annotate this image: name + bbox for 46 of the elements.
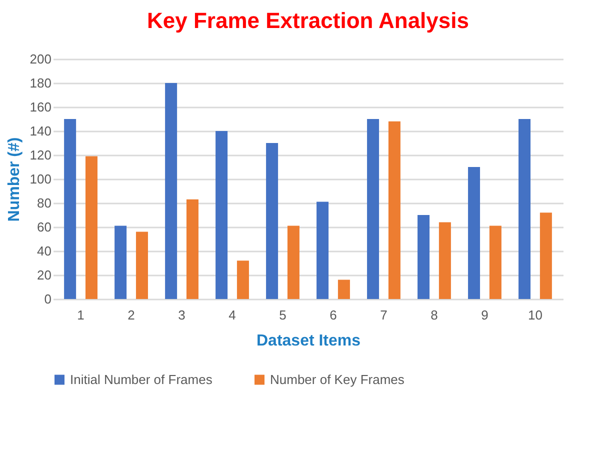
x-tick-label: 6 bbox=[330, 308, 337, 322]
bar bbox=[338, 280, 350, 299]
bar bbox=[85, 156, 98, 299]
bar bbox=[186, 199, 198, 299]
bar bbox=[540, 212, 552, 299]
y-tick-label: 160 bbox=[30, 100, 52, 114]
x-tick-label: 5 bbox=[279, 308, 286, 322]
bar bbox=[236, 260, 249, 299]
y-tick-label: 60 bbox=[37, 220, 52, 234]
y-tick-label: 180 bbox=[30, 76, 52, 90]
bar bbox=[287, 226, 300, 299]
x-tick-label: 1 bbox=[77, 308, 84, 322]
bar bbox=[216, 131, 228, 299]
bar bbox=[266, 143, 278, 299]
y-tick-label: 40 bbox=[37, 244, 52, 258]
x-tick-label: 10 bbox=[528, 308, 542, 322]
chart-title: Key Frame Extraction Analysis bbox=[147, 8, 469, 33]
y-tick-label: 0 bbox=[44, 292, 52, 306]
x-tick-label: 7 bbox=[380, 308, 388, 322]
bar bbox=[136, 232, 148, 299]
y-tick-label: 140 bbox=[30, 124, 52, 138]
x-tick-label: 9 bbox=[481, 308, 488, 322]
y-tick-label: 80 bbox=[37, 196, 52, 210]
bar bbox=[114, 226, 127, 299]
y-tick-label: 20 bbox=[37, 268, 52, 282]
bar bbox=[418, 215, 430, 299]
y-tick-label: 200 bbox=[30, 52, 52, 66]
y-tick-label: 100 bbox=[30, 172, 52, 186]
x-tick-label: 3 bbox=[178, 308, 186, 322]
bar bbox=[388, 121, 400, 299]
x-tick-label: 2 bbox=[128, 308, 135, 322]
x-tick-label: 4 bbox=[228, 308, 236, 322]
legend-label: Initial Number of Frames bbox=[70, 372, 213, 387]
bar bbox=[367, 119, 380, 299]
bar bbox=[64, 119, 76, 299]
y-tick-label: 120 bbox=[30, 148, 52, 162]
y-axis-title: Number (#) bbox=[6, 137, 23, 222]
x-axis-title: Dataset Items bbox=[256, 332, 361, 350]
legend-label: Number of Key Frames bbox=[270, 372, 405, 387]
bar bbox=[468, 167, 480, 299]
bar bbox=[489, 226, 502, 299]
bar bbox=[316, 202, 329, 299]
bar bbox=[438, 222, 451, 299]
bar bbox=[518, 119, 531, 299]
bar bbox=[165, 83, 178, 299]
x-tick-label: 8 bbox=[430, 308, 438, 322]
